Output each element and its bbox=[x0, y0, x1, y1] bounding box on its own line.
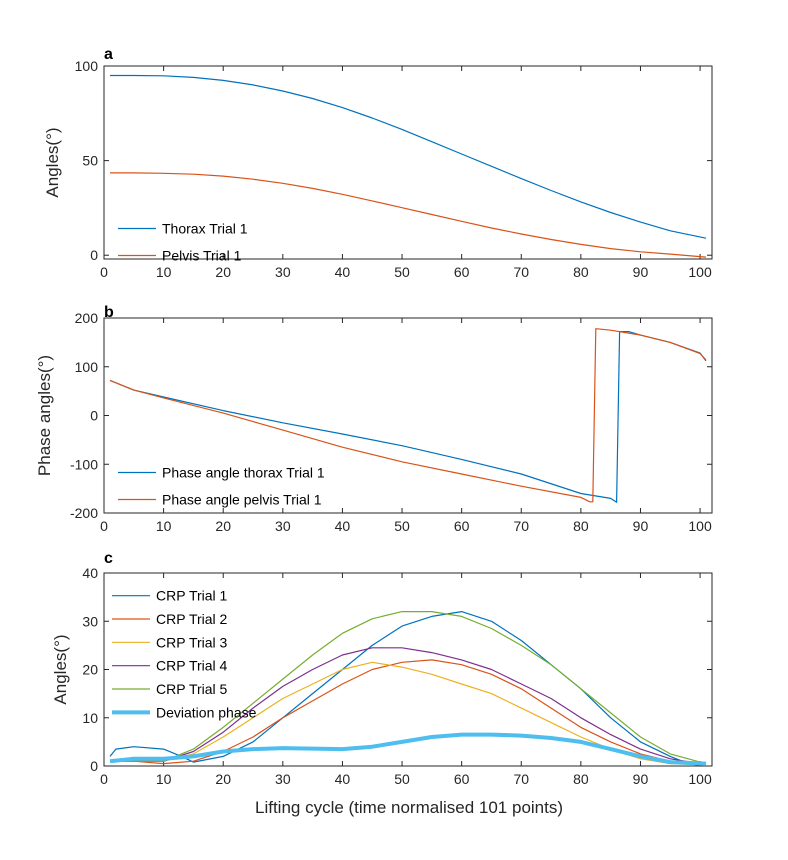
x-tick-label: 60 bbox=[454, 518, 470, 534]
x-tick-label: 30 bbox=[275, 771, 291, 787]
legend-entry: CRP Trial 4 bbox=[156, 658, 228, 674]
legend-entry: Deviation phase bbox=[156, 704, 257, 720]
x-tick-label: 40 bbox=[335, 518, 351, 534]
x-tick-label: 10 bbox=[156, 771, 172, 787]
x-tick-label: 20 bbox=[215, 518, 231, 534]
y-tick-label: 10 bbox=[82, 710, 98, 726]
panel-a-label: a bbox=[104, 46, 113, 63]
x-tick-label: 20 bbox=[215, 264, 231, 280]
y-tick-label: 0 bbox=[90, 247, 98, 263]
legend-entry: Pelvis Trial 1 bbox=[162, 248, 242, 264]
x-tick-label: 90 bbox=[633, 264, 649, 280]
x-tick-label: 70 bbox=[513, 518, 529, 534]
x-tick-label: 50 bbox=[394, 264, 410, 280]
legend-entry: CRP Trial 1 bbox=[156, 588, 228, 604]
y-axis-label: Phase angles(°) bbox=[35, 355, 54, 476]
x-tick-label: 70 bbox=[513, 264, 529, 280]
legend-entry: Phase angle thorax Trial 1 bbox=[162, 465, 325, 481]
plot-area bbox=[103, 572, 713, 767]
x-tick-label: 60 bbox=[454, 264, 470, 280]
y-tick-label: 100 bbox=[75, 359, 99, 375]
y-tick-label: 200 bbox=[75, 310, 99, 326]
y-tick-label: -200 bbox=[70, 505, 98, 521]
legend-entry: CRP Trial 2 bbox=[156, 611, 228, 627]
x-tick-label: 100 bbox=[688, 518, 712, 534]
panel-c: c 0 10 20 30 40 50 60 70 80 90 100 0 10 20 30 40 Angles(… bbox=[51, 550, 713, 787]
series-line-4 bbox=[110, 647, 701, 765]
x-tick-label: 80 bbox=[573, 518, 589, 534]
legend-entry: Phase angle pelvis Trial 1 bbox=[162, 492, 322, 508]
series-line-6 bbox=[109, 732, 707, 766]
x-tick-label: 40 bbox=[335, 264, 351, 280]
x-tick-label: 0 bbox=[100, 518, 108, 534]
x-axis-label: Lifting cycle (time normalised 101 point… bbox=[255, 798, 563, 817]
y-tick-label: 40 bbox=[82, 565, 98, 581]
panel-c-label: c bbox=[104, 550, 113, 567]
y-tick-label: 50 bbox=[82, 153, 98, 169]
y-tick-label: 30 bbox=[82, 613, 98, 629]
x-tick-label: 80 bbox=[573, 264, 589, 280]
legend-entry: Thorax Trial 1 bbox=[162, 221, 248, 237]
panel-a: a 0 10 20 30 40 50 60 70 80 90 100 0 50 100 Angles(°) T… bbox=[43, 46, 713, 280]
x-tick-label: 100 bbox=[688, 771, 712, 787]
x-tick-label: 30 bbox=[275, 518, 291, 534]
x-tick-label: 90 bbox=[633, 771, 649, 787]
y-axis-label: Angles(°) bbox=[51, 634, 70, 704]
y-axis-label: Angles(°) bbox=[43, 127, 62, 197]
x-tick-label: 10 bbox=[156, 264, 172, 280]
legend-entry: CRP Trial 3 bbox=[156, 634, 228, 650]
x-tick-label: 50 bbox=[394, 518, 410, 534]
legend-entry: CRP Trial 5 bbox=[156, 681, 228, 697]
series-line-2 bbox=[110, 659, 701, 765]
plot-area bbox=[103, 65, 713, 260]
y-tick-label: -100 bbox=[70, 456, 98, 472]
x-tick-label: 70 bbox=[513, 771, 529, 787]
x-tick-label: 0 bbox=[100, 264, 108, 280]
x-tick-label: 20 bbox=[215, 771, 231, 787]
series-line-2 bbox=[110, 172, 707, 258]
x-tick-label: 0 bbox=[100, 771, 108, 787]
x-tick-label: 40 bbox=[335, 771, 351, 787]
series-line-2 bbox=[109, 328, 707, 503]
x-tick-label: 10 bbox=[156, 518, 172, 534]
series-line-1 bbox=[110, 74, 707, 239]
y-tick-label: 100 bbox=[75, 58, 99, 74]
y-tick-label: 0 bbox=[90, 758, 98, 774]
y-tick-label: 0 bbox=[90, 408, 98, 424]
x-tick-label: 80 bbox=[573, 771, 589, 787]
panel-b-label: b bbox=[104, 304, 114, 321]
panel-b: b 0 10 20 30 40 50 60 70 80 90 100 -200 -100 0 100 200 P… bbox=[35, 304, 713, 534]
plot-area bbox=[103, 317, 713, 514]
x-tick-label: 90 bbox=[633, 518, 649, 534]
x-tick-label: 50 bbox=[394, 771, 410, 787]
x-tick-label: 60 bbox=[454, 771, 470, 787]
x-tick-label: 30 bbox=[275, 264, 291, 280]
series-line-5 bbox=[110, 610, 701, 763]
y-tick-label: 20 bbox=[82, 662, 98, 678]
x-tick-label: 100 bbox=[688, 264, 712, 280]
